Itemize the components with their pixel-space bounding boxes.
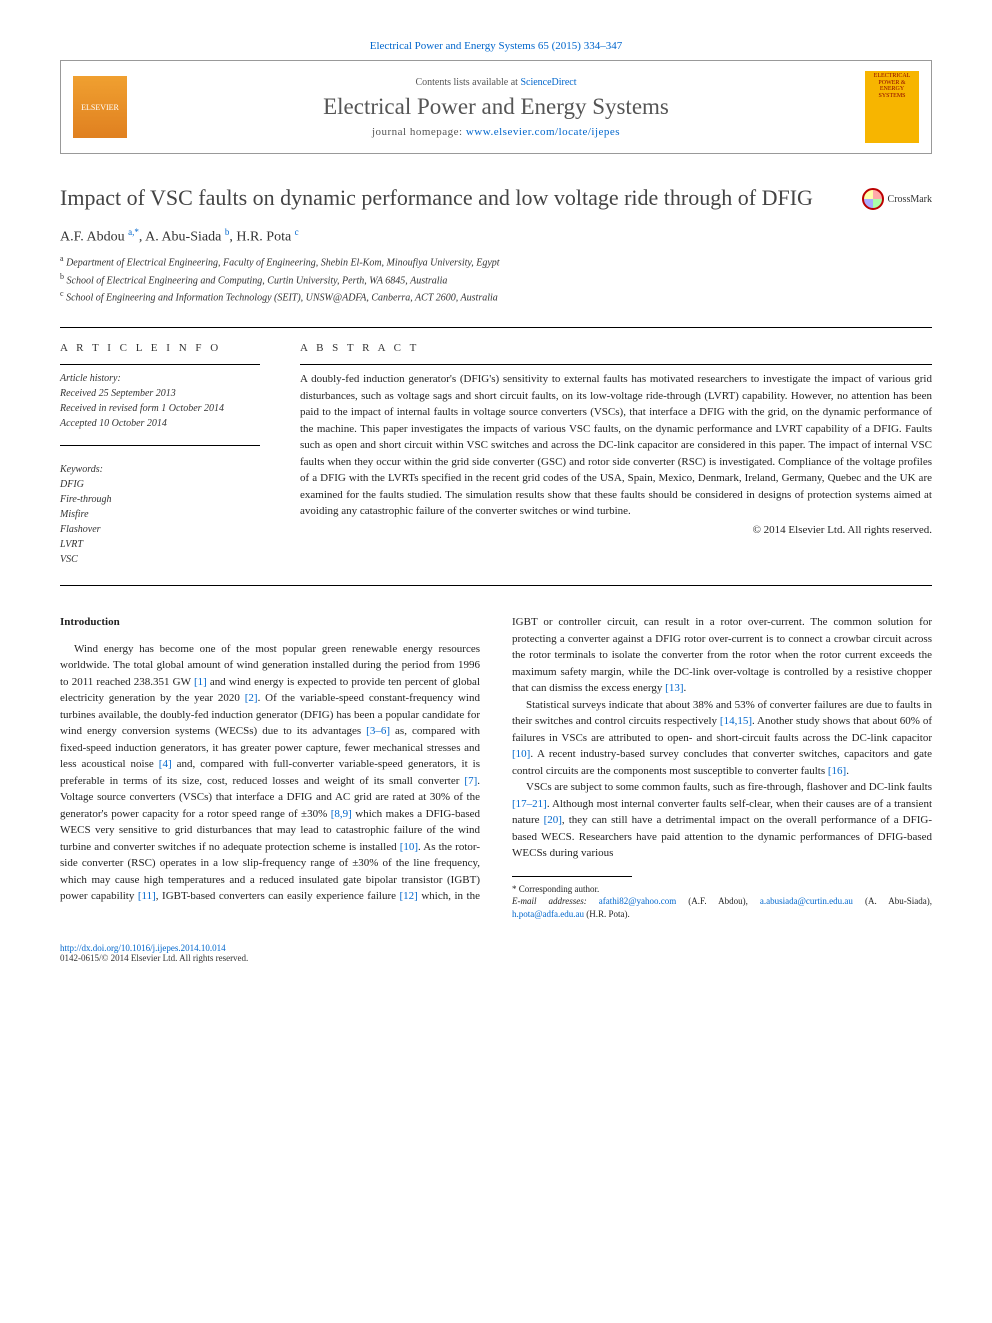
affiliation: b School of Electrical Engineering and C… xyxy=(60,271,932,288)
keywords-block: Keywords: DFIGFire-throughMisfireFlashov… xyxy=(60,462,260,567)
doi-link[interactable]: http://dx.doi.org/10.1016/j.ijepes.2014.… xyxy=(60,943,932,953)
body-columns: Introduction Wind energy has become one … xyxy=(60,614,932,920)
ref-link[interactable]: [17–21] xyxy=(512,798,547,810)
homepage-prefix: journal homepage: xyxy=(372,126,466,138)
divider xyxy=(60,327,932,328)
sciencedirect-link[interactable]: ScienceDirect xyxy=(520,77,576,88)
abstract-heading: A B S T R A C T xyxy=(300,342,932,354)
ref-link[interactable]: [20] xyxy=(544,814,562,826)
body-text: . xyxy=(846,765,849,777)
email-link[interactable]: h.pota@adfa.edu.au xyxy=(512,909,584,919)
footnotes: * Corresponding author. E-mail addresses… xyxy=(512,883,932,921)
journal-title: Electrical Power and Energy Systems xyxy=(141,94,851,120)
body-text: installed xyxy=(359,841,399,853)
email-addresses: E-mail addresses: afathi82@yahoo.com (A.… xyxy=(512,895,932,920)
authors: A.F. Abdou a,*, A. Abu-Siada b, H.R. Pot… xyxy=(60,227,932,246)
body-paragraph: Statistical surveys indicate that about … xyxy=(512,697,932,780)
contents-prefix: Contents lists available at xyxy=(415,77,520,88)
affiliation: a Department of Electrical Engineering, … xyxy=(60,253,932,270)
crossmark-icon xyxy=(862,188,884,210)
info-divider xyxy=(60,364,260,365)
footer-copyright: 0142-0615/© 2014 Elsevier Ltd. All right… xyxy=(60,953,932,963)
page: Electrical Power and Energy Systems 65 (… xyxy=(0,0,992,1003)
journal-cover: ELECTRICAL POWER & ENERGY SYSTEMS xyxy=(865,71,919,143)
revised-date: Received in revised form 1 October 2014 xyxy=(60,401,260,416)
divider xyxy=(60,585,932,586)
header-center: Contents lists available at ScienceDirec… xyxy=(141,77,851,138)
ref-link[interactable]: [3–6] xyxy=(366,725,390,737)
crossmark-badge[interactable]: CrossMark xyxy=(862,188,932,210)
article-info-column: A R T I C L E I N F O Article history: R… xyxy=(60,342,260,567)
info-divider xyxy=(60,445,260,446)
affiliation: c School of Engineering and Information … xyxy=(60,288,932,305)
citation-header: Electrical Power and Energy Systems 65 (… xyxy=(60,40,932,52)
intro-heading: Introduction xyxy=(60,614,480,631)
title-row: Impact of VSC faults on dynamic performa… xyxy=(60,184,932,213)
affiliations: a Department of Electrical Engineering, … xyxy=(60,253,932,305)
ref-link[interactable]: [10] xyxy=(512,748,530,760)
received-date: Received 25 September 2013 xyxy=(60,386,260,401)
keyword: Misfire xyxy=(60,507,260,522)
ref-link[interactable]: [13] xyxy=(665,682,683,694)
info-abstract-row: A R T I C L E I N F O Article history: R… xyxy=(60,342,932,567)
ref-link[interactable]: [7] xyxy=(464,775,477,787)
ref-link[interactable]: [10] xyxy=(400,841,418,853)
homepage-line: journal homepage: www.elsevier.com/locat… xyxy=(141,126,851,138)
ref-link[interactable]: [16] xyxy=(828,765,846,777)
elsevier-logo-text: ELSEVIER xyxy=(81,103,119,112)
ref-link[interactable]: [4] xyxy=(159,758,172,770)
body-text: . xyxy=(683,682,686,694)
email-name: (A. Abu-Siada), xyxy=(853,896,932,906)
keywords-label: Keywords: xyxy=(60,462,260,477)
contents-line: Contents lists available at ScienceDirec… xyxy=(141,77,851,88)
ref-link[interactable]: [2] xyxy=(245,692,258,704)
homepage-link[interactable]: www.elsevier.com/locate/ijepes xyxy=(466,126,620,138)
ref-link[interactable]: [14,15] xyxy=(720,715,752,727)
keyword: LVRT xyxy=(60,537,260,552)
corresponding-author: * Corresponding author. xyxy=(512,883,932,896)
journal-cover-text: ELECTRICAL POWER & ENERGY SYSTEMS xyxy=(867,73,917,99)
keyword: VSC xyxy=(60,552,260,567)
body-text: , IGBT-based converters can easily exper… xyxy=(156,890,400,902)
crossmark-label: CrossMark xyxy=(888,194,932,205)
email-name: (A.F. Abdou), xyxy=(676,896,760,906)
abstract-copyright: © 2014 Elsevier Ltd. All rights reserved… xyxy=(300,524,932,536)
email-link[interactable]: a.abusiada@curtin.edu.au xyxy=(760,896,853,906)
accepted-date: Accepted 10 October 2014 xyxy=(60,416,260,431)
emails-label: E-mail addresses: xyxy=(512,896,599,906)
abstract-divider xyxy=(300,364,932,365)
ref-link[interactable]: [12] xyxy=(400,890,418,902)
body-text: . A recent industry-based survey conclud… xyxy=(512,748,932,777)
abstract-text: A doubly-fed induction generator's (DFIG… xyxy=(300,371,932,520)
keywords-list: DFIGFire-throughMisfireFlashoverLVRTVSC xyxy=(60,477,260,567)
keyword: Fire-through xyxy=(60,492,260,507)
keyword: Flashover xyxy=(60,522,260,537)
elsevier-logo: ELSEVIER xyxy=(73,76,127,138)
ref-link[interactable]: [8,9] xyxy=(331,808,352,820)
footnote-separator xyxy=(512,876,632,877)
body-text: , they can still have a detrimental impa… xyxy=(512,814,932,859)
ref-link[interactable]: [1] xyxy=(194,676,207,688)
keyword: DFIG xyxy=(60,477,260,492)
email-link[interactable]: afathi82@yahoo.com xyxy=(599,896,677,906)
article-title: Impact of VSC faults on dynamic performa… xyxy=(60,184,842,213)
ref-link[interactable]: [11] xyxy=(138,890,156,902)
article-info-heading: A R T I C L E I N F O xyxy=(60,342,260,354)
body-text: VSCs are subject to some common faults, … xyxy=(526,781,932,793)
abstract-column: A B S T R A C T A doubly-fed induction g… xyxy=(300,342,932,567)
journal-header-box: ELSEVIER Contents lists available at Sci… xyxy=(60,60,932,154)
article-history: Article history: Received 25 September 2… xyxy=(60,371,260,431)
history-label: Article history: xyxy=(60,371,260,386)
email-name: (H.R. Pota). xyxy=(584,909,630,919)
body-paragraph: VSCs are subject to some common faults, … xyxy=(512,779,932,862)
